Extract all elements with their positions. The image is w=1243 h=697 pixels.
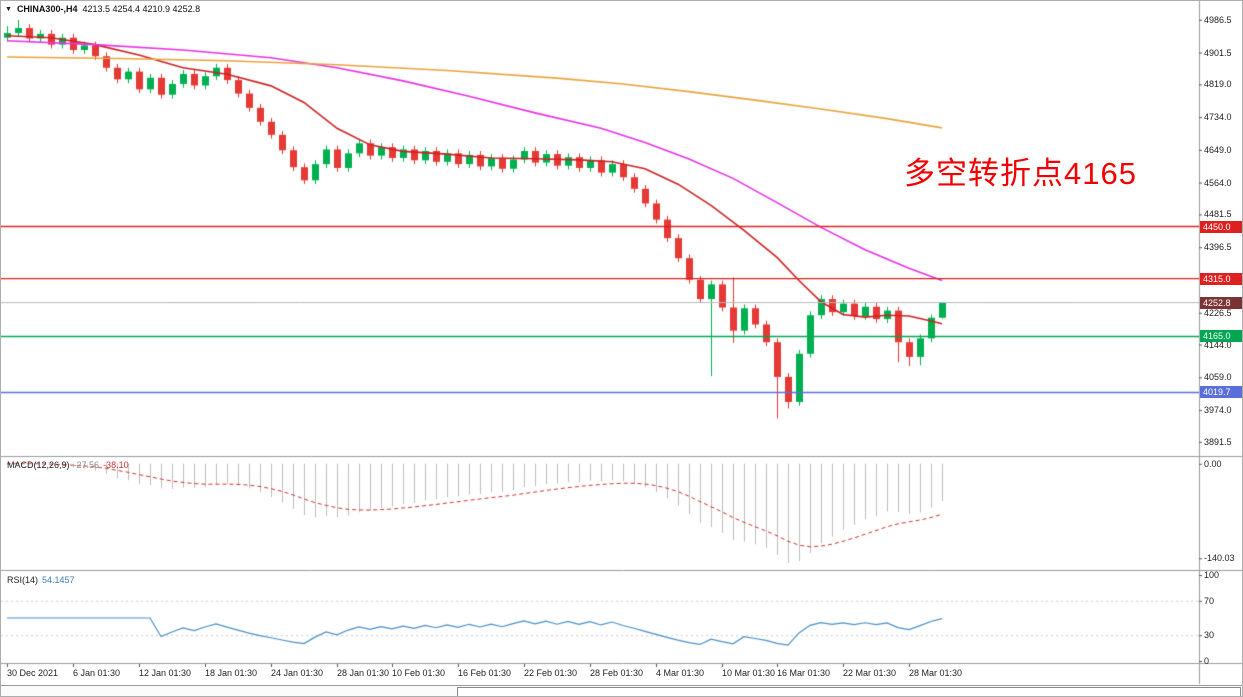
rsi-axis-label: 0 [1204, 656, 1210, 666]
price-axis-tick-label: 3974.0 [1204, 405, 1232, 416]
price-axis-tick-label: 4734.0 [1204, 112, 1232, 123]
macd-axis-label: 0.00 [1204, 458, 1222, 469]
macd-signal-value: -38.10 [103, 460, 129, 470]
rsi-axis-label: 30 [1204, 630, 1215, 641]
price-axis-tick-label: 4481.5 [1204, 209, 1232, 220]
rsi-axis-label: 70 [1204, 595, 1215, 606]
date-axis-label[interactable]: 22 Mar 01:30 [843, 668, 897, 678]
date-axis-label[interactable]: 16 Mar 01:30 [777, 668, 831, 678]
macd-indicator-label: MACD(12,26,9) -27.56 -38.10 [7, 460, 129, 470]
symbol-timeframe-label: CHINA300-,H4 [16, 4, 78, 14]
macd-axis-label: -140.03 [1204, 553, 1235, 564]
bottom-scrollbar-track[interactable] [1, 685, 1242, 696]
rsi-indicator-label: RSI(14) 54.1457 [7, 575, 75, 585]
date-axis-label[interactable]: 10 Feb 01:30 [392, 668, 446, 678]
date-axis-label[interactable]: 12 Jan 01:30 [139, 668, 192, 678]
price-axis-tick-label: 4819.0 [1204, 79, 1232, 90]
price-axis-tick-label: 4649.0 [1204, 144, 1232, 155]
annotation-text: 多空转折点4165 [904, 156, 1137, 191]
date-axis-label[interactable]: 28 Feb 01:30 [590, 668, 644, 678]
price-level-badge: 4315.0 [1200, 272, 1242, 285]
macd-main-value: -27.56 [73, 460, 100, 470]
rsi-value: 54.1457 [42, 575, 75, 585]
rsi-name: RSI(14) [7, 575, 39, 585]
price-axis-tick-label: 3891.5 [1204, 436, 1232, 447]
date-axis-label[interactable]: 22 Feb 01:30 [524, 668, 578, 678]
date-axis-label[interactable]: 6 Jan 01:30 [73, 668, 121, 678]
current-price-badge: 4252.8 [1200, 296, 1242, 309]
price-axis-tick-label: 4901.5 [1204, 47, 1232, 58]
date-axis-label[interactable]: 18 Jan 01:30 [205, 668, 258, 678]
date-axis-label[interactable]: 30 Dec 2021 [7, 668, 59, 678]
date-axis-label[interactable]: 4 Mar 01:30 [656, 668, 705, 678]
price-axis-tick-label: 4986.5 [1204, 14, 1232, 25]
date-axis-label[interactable]: 28 Jan 01:30 [337, 668, 390, 678]
price-axis-tick-label: 4564.0 [1204, 177, 1232, 188]
symbol-dropdown-icon[interactable]: ▼ [5, 5, 12, 13]
chart-header: ▼ CHINA300-,H4 4213.5 4254.4 4210.9 4252… [5, 4, 200, 14]
price-axis-tick-label: 4226.5 [1204, 307, 1232, 318]
price-axis-tick-label: 4396.5 [1204, 242, 1232, 253]
price-level-badge: 4165.0 [1200, 330, 1242, 343]
date-axis-label[interactable]: 24 Jan 01:30 [271, 668, 324, 678]
price-level-badge: 4019.7 [1200, 386, 1242, 399]
ohlc-values: 4213.5 4254.4 4210.9 4252.8 [82, 4, 201, 14]
rsi-axis-label: 100 [1204, 570, 1220, 580]
date-axis-label[interactable]: 10 Mar 01:30 [722, 668, 776, 678]
macd-name: MACD(12,26,9) [7, 460, 70, 470]
price-axis-tick-label: 4144.0 [1204, 339, 1232, 350]
date-axis-label[interactable]: 16 Feb 01:30 [458, 668, 512, 678]
price-axis-tick-label: 4059.0 [1204, 372, 1232, 383]
date-axis-label[interactable]: 28 Mar 01:30 [909, 668, 963, 678]
bottom-scrollbar-thumb[interactable] [457, 687, 1241, 696]
price-level-badge: 4450.0 [1200, 220, 1242, 233]
